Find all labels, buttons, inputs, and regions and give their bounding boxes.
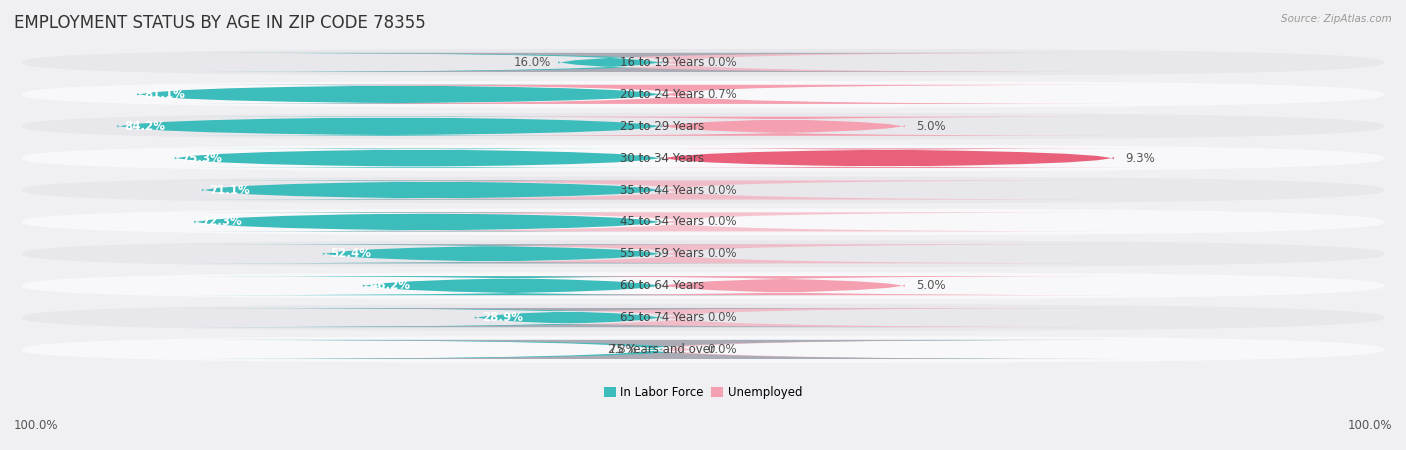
- Text: 30 to 34 Years: 30 to 34 Years: [620, 152, 704, 165]
- FancyBboxPatch shape: [22, 304, 1384, 331]
- Text: 0.0%: 0.0%: [707, 216, 737, 229]
- Text: 25 to 29 Years: 25 to 29 Years: [620, 120, 704, 133]
- Text: 35 to 44 Years: 35 to 44 Years: [620, 184, 704, 197]
- FancyBboxPatch shape: [117, 117, 662, 136]
- Text: 55 to 59 Years: 55 to 59 Years: [620, 248, 704, 260]
- FancyBboxPatch shape: [138, 85, 662, 104]
- Text: 5.0%: 5.0%: [915, 120, 945, 133]
- Text: 0.0%: 0.0%: [707, 343, 737, 356]
- Text: 84.2%: 84.2%: [124, 120, 165, 133]
- FancyBboxPatch shape: [180, 276, 845, 295]
- Text: Source: ZipAtlas.com: Source: ZipAtlas.com: [1281, 14, 1392, 23]
- Text: 0.0%: 0.0%: [707, 311, 737, 324]
- Text: 45 to 54 Years: 45 to 54 Years: [620, 216, 704, 229]
- FancyBboxPatch shape: [180, 180, 683, 199]
- FancyBboxPatch shape: [180, 244, 804, 263]
- FancyBboxPatch shape: [180, 340, 1125, 359]
- Text: 9.3%: 9.3%: [1125, 152, 1154, 165]
- Text: 60 to 64 Years: 60 to 64 Years: [620, 279, 704, 292]
- FancyBboxPatch shape: [215, 53, 1143, 72]
- FancyBboxPatch shape: [215, 244, 1143, 263]
- FancyBboxPatch shape: [423, 117, 1143, 136]
- FancyBboxPatch shape: [22, 49, 1384, 76]
- FancyBboxPatch shape: [22, 240, 1384, 267]
- Text: 100.0%: 100.0%: [14, 419, 59, 432]
- Text: 0.7%: 0.7%: [707, 88, 737, 101]
- FancyBboxPatch shape: [633, 148, 1143, 168]
- Text: 16 to 19 Years: 16 to 19 Years: [620, 56, 704, 69]
- Text: EMPLOYMENT STATUS BY AGE IN ZIP CODE 78355: EMPLOYMENT STATUS BY AGE IN ZIP CODE 783…: [14, 14, 426, 32]
- FancyBboxPatch shape: [22, 336, 1384, 363]
- FancyBboxPatch shape: [423, 276, 1143, 295]
- FancyBboxPatch shape: [180, 212, 676, 231]
- FancyBboxPatch shape: [180, 53, 1040, 72]
- FancyBboxPatch shape: [22, 176, 1384, 203]
- FancyBboxPatch shape: [214, 85, 1143, 104]
- Text: 0.0%: 0.0%: [707, 184, 737, 197]
- FancyBboxPatch shape: [22, 272, 1384, 299]
- FancyBboxPatch shape: [22, 145, 1384, 171]
- FancyBboxPatch shape: [22, 81, 1384, 108]
- Text: 75.3%: 75.3%: [181, 152, 222, 165]
- Text: 28.9%: 28.9%: [482, 311, 523, 324]
- Legend: In Labor Force, Unemployed: In Labor Force, Unemployed: [599, 382, 807, 404]
- Text: 0.0%: 0.0%: [707, 56, 737, 69]
- FancyBboxPatch shape: [215, 340, 1143, 359]
- FancyBboxPatch shape: [22, 113, 1384, 140]
- Text: 20 to 24 Years: 20 to 24 Years: [620, 88, 704, 101]
- Text: 0.0%: 0.0%: [707, 248, 737, 260]
- FancyBboxPatch shape: [215, 180, 1143, 199]
- Text: 71.1%: 71.1%: [208, 184, 249, 197]
- Text: 52.4%: 52.4%: [330, 248, 371, 260]
- Text: 100.0%: 100.0%: [1347, 419, 1392, 432]
- FancyBboxPatch shape: [22, 208, 1384, 235]
- Text: 81.1%: 81.1%: [143, 88, 186, 101]
- FancyBboxPatch shape: [215, 212, 1143, 231]
- FancyBboxPatch shape: [215, 308, 1143, 327]
- Text: 16.0%: 16.0%: [515, 56, 551, 69]
- FancyBboxPatch shape: [174, 148, 662, 168]
- Text: 2.8%: 2.8%: [607, 343, 637, 356]
- Text: 72.3%: 72.3%: [201, 216, 242, 229]
- Text: 5.0%: 5.0%: [915, 279, 945, 292]
- Text: 65 to 74 Years: 65 to 74 Years: [620, 311, 704, 324]
- Text: 46.2%: 46.2%: [370, 279, 411, 292]
- FancyBboxPatch shape: [180, 308, 956, 327]
- Text: 75 Years and over: 75 Years and over: [609, 343, 714, 356]
